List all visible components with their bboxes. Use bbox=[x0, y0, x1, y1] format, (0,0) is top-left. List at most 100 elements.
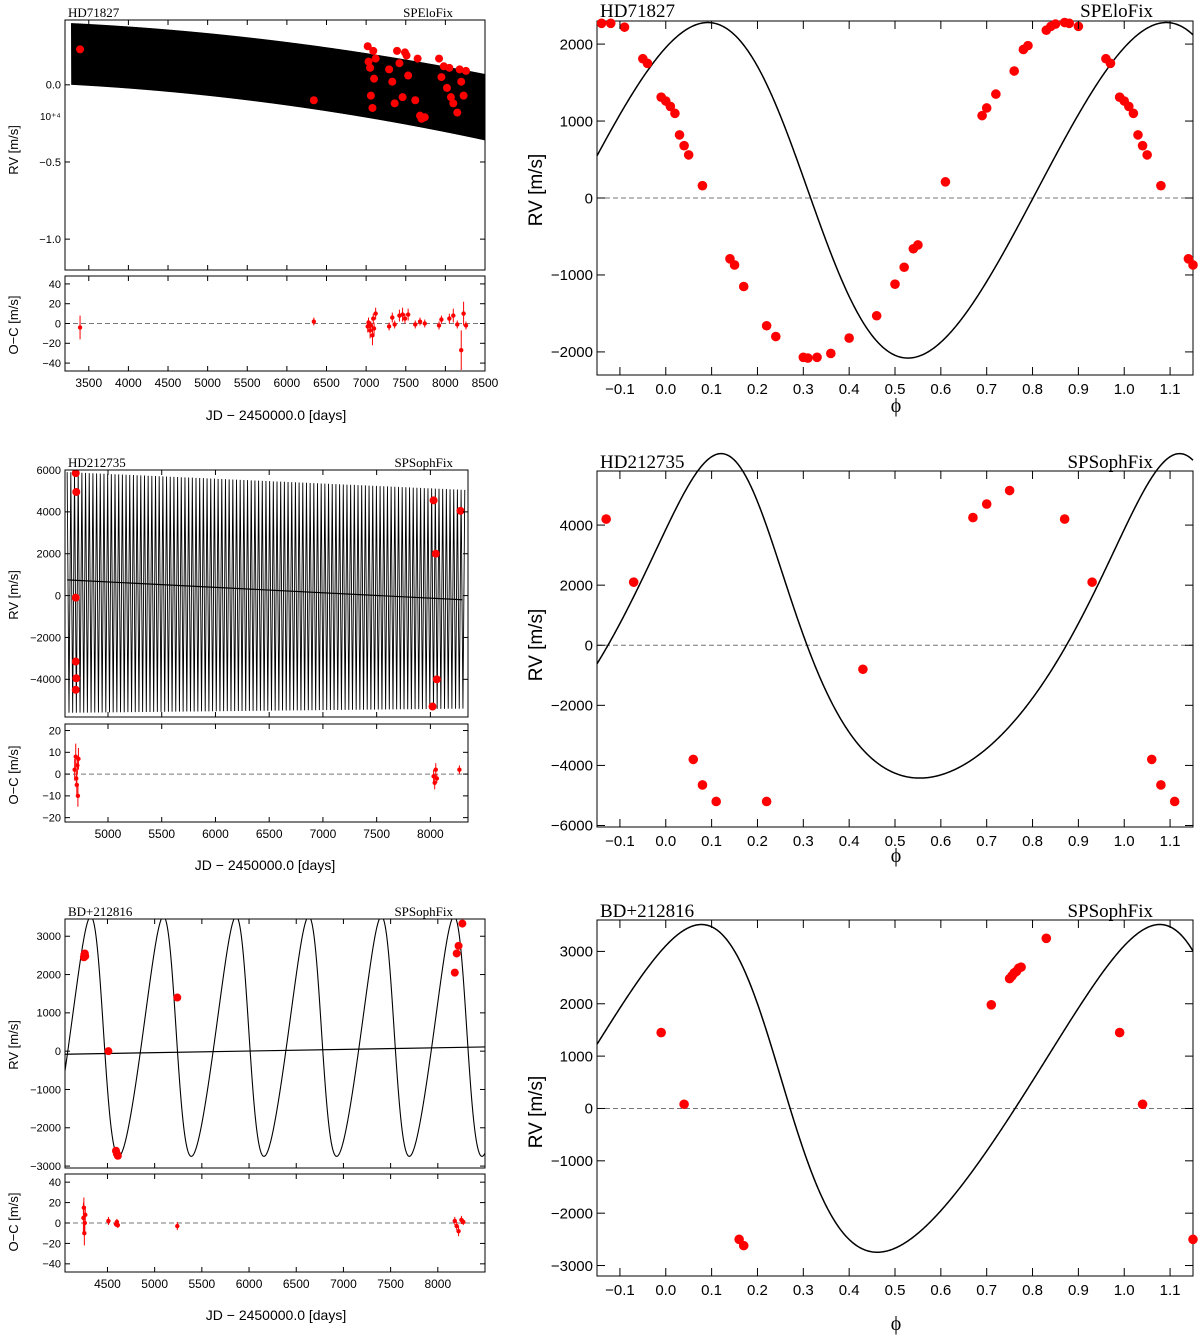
panel1-data-point bbox=[364, 57, 373, 66]
panel5-ytick-label: −2000 bbox=[30, 1123, 61, 1135]
panel4-ytick-label: −4000 bbox=[551, 758, 593, 775]
panel2-xtick-label: 0.7 bbox=[976, 381, 997, 398]
panel1-data-point bbox=[404, 71, 413, 80]
panel5-trend-line bbox=[65, 1046, 485, 1055]
panel1-oc-xtick-label: 6000 bbox=[274, 376, 301, 390]
panel5-data-point bbox=[173, 993, 182, 1002]
panel6-xtick-label: 0.4 bbox=[839, 1282, 860, 1299]
panel6-xtick-label: 0.1 bbox=[701, 1282, 722, 1299]
panel6-model-curve bbox=[596, 923, 1194, 1253]
panel6-ytick-label: 0 bbox=[585, 1101, 593, 1118]
panel2-ytick-label: 0 bbox=[585, 190, 593, 207]
panel4-data-point bbox=[697, 780, 708, 790]
panel4-ylabel: RV [m/s] bbox=[526, 609, 547, 682]
panel2-data-point bbox=[642, 58, 653, 69]
panel5-oc-residual-point bbox=[454, 1223, 459, 1229]
panel2-data-point bbox=[981, 103, 992, 113]
panel1-data-point bbox=[461, 66, 470, 75]
panel4-model-curve bbox=[596, 452, 1194, 779]
panel6-ytick-label: 1000 bbox=[560, 1048, 593, 1065]
panel6-xtick-label: 0.2 bbox=[747, 1282, 768, 1299]
panel2-xtick-label: 0.3 bbox=[793, 381, 814, 398]
panel1-oc-residual-point bbox=[463, 323, 469, 328]
panel2-data-point bbox=[771, 331, 781, 342]
panel2-data-point bbox=[871, 310, 882, 321]
panel2-data-point bbox=[605, 18, 616, 29]
panel6-xtick-label: 0.0 bbox=[655, 1282, 676, 1299]
panel4-xtick-label: 0.5 bbox=[885, 833, 906, 850]
panel5-oc-ytick-label: −40 bbox=[42, 1259, 61, 1271]
panel1-xlabel: JD − 2450000.0 [days] bbox=[206, 407, 347, 423]
panel2-xtick-label: 0.2 bbox=[747, 381, 768, 398]
panel3-oc-xtick-label: 7500 bbox=[363, 827, 390, 841]
panel1-oc-residual-point bbox=[439, 317, 444, 322]
panel2-xtick-label: 0.0 bbox=[655, 381, 676, 398]
panel2-data-point bbox=[729, 260, 740, 270]
panel2-xtick-label: 0.9 bbox=[1068, 381, 1089, 398]
panel6-xtick-label: 0.9 bbox=[1068, 1282, 1089, 1299]
panel3-oc-ytick-label: 0 bbox=[55, 769, 61, 781]
panel5-ylabel: RV [m/s] bbox=[6, 1020, 21, 1070]
panel5-oc-residual-point bbox=[456, 1228, 461, 1234]
panel5-ytick-label: 1000 bbox=[37, 1008, 61, 1020]
panel1-oc-residual-point bbox=[451, 313, 456, 318]
panel1-data-point bbox=[76, 45, 85, 54]
panel2-data-point bbox=[670, 108, 680, 119]
panel6-xtick-label: 0.5 bbox=[885, 1282, 906, 1299]
panel5-data-point bbox=[104, 1047, 113, 1056]
panel2-data-point bbox=[596, 18, 607, 29]
panel5-oc-residual-point bbox=[83, 1212, 88, 1218]
panel5-plot-area bbox=[65, 919, 485, 1160]
panel2-data-point bbox=[679, 140, 689, 151]
panel1-oc-residual-point bbox=[436, 323, 442, 328]
panel2-data-point bbox=[697, 180, 708, 191]
panel1-oc-xtick-label: 7500 bbox=[392, 376, 419, 390]
panel1-data-point bbox=[453, 108, 462, 117]
panel5-oc-xtick-label: 8000 bbox=[424, 1277, 451, 1291]
panel1-oc-residual-point bbox=[461, 311, 466, 316]
panel4-xtick-label: 0.2 bbox=[747, 833, 768, 850]
panel2-data-point bbox=[1009, 66, 1019, 76]
panel1-oc-residual-point bbox=[400, 312, 405, 317]
panel4-data-point bbox=[711, 796, 721, 807]
panel5-oc-residual-point bbox=[82, 1220, 88, 1226]
panel3-model-curve bbox=[66, 472, 466, 713]
panel1-data-point bbox=[435, 54, 444, 63]
panel6-data-point bbox=[656, 1027, 666, 1038]
panel6-xtick-label: 1.0 bbox=[1114, 1282, 1135, 1299]
panel2-data-point bbox=[1105, 58, 1116, 69]
panel1-oc-residual-point bbox=[392, 322, 397, 327]
panel3-ytick-label: 2000 bbox=[37, 549, 61, 561]
panel3-oc-residual-point bbox=[434, 776, 440, 781]
panel1-oc-xtick-label: 4500 bbox=[155, 376, 182, 390]
panel5-title: BD+212816 bbox=[68, 904, 133, 919]
panel1-oc-xtick-label: 8000 bbox=[432, 376, 459, 390]
panel3-oc-ytick-label: −20 bbox=[42, 812, 61, 824]
panel5-data-point bbox=[81, 952, 90, 961]
panel3-ytick-label: −2000 bbox=[30, 632, 61, 644]
panel6-model-label: SPSophFix bbox=[1067, 901, 1153, 922]
panel3-oc-ytick-label: 10 bbox=[49, 747, 61, 759]
panel2-data-point bbox=[890, 279, 900, 289]
panel2-data-point bbox=[1188, 260, 1198, 270]
panel6-ylabel: RV [m/s] bbox=[526, 1076, 547, 1149]
panel3-oc-ytick-label: −10 bbox=[42, 791, 61, 803]
panel5-oc-ytick-label: 0 bbox=[55, 1218, 61, 1230]
panel6-data-point bbox=[738, 1240, 749, 1251]
panel1-oc-xtick-label: 5000 bbox=[194, 376, 221, 390]
panel2-data-point bbox=[674, 130, 685, 140]
panel2-model-curve bbox=[596, 21, 1194, 359]
panel3-ytick-label: 6000 bbox=[37, 465, 61, 477]
panel2-ylabel: RV [m/s] bbox=[526, 154, 547, 227]
panel2-data-point bbox=[1142, 150, 1152, 160]
panel5-oc-residual-point bbox=[461, 1219, 466, 1225]
panel2-xtick-label: 1.0 bbox=[1114, 381, 1135, 398]
panel1-data-point bbox=[366, 91, 375, 100]
panel4-xtick-label: −0.1 bbox=[605, 833, 635, 850]
panel3-data-point bbox=[71, 593, 80, 602]
panel3-oc-xtick-label: 5500 bbox=[148, 827, 175, 841]
panel4-xtick-label: 0.3 bbox=[793, 833, 814, 850]
panel2-xtick-label: 0.4 bbox=[839, 381, 860, 398]
panel2-data-point bbox=[665, 101, 676, 112]
panel5-oc-ytick-label: 20 bbox=[49, 1197, 61, 1209]
